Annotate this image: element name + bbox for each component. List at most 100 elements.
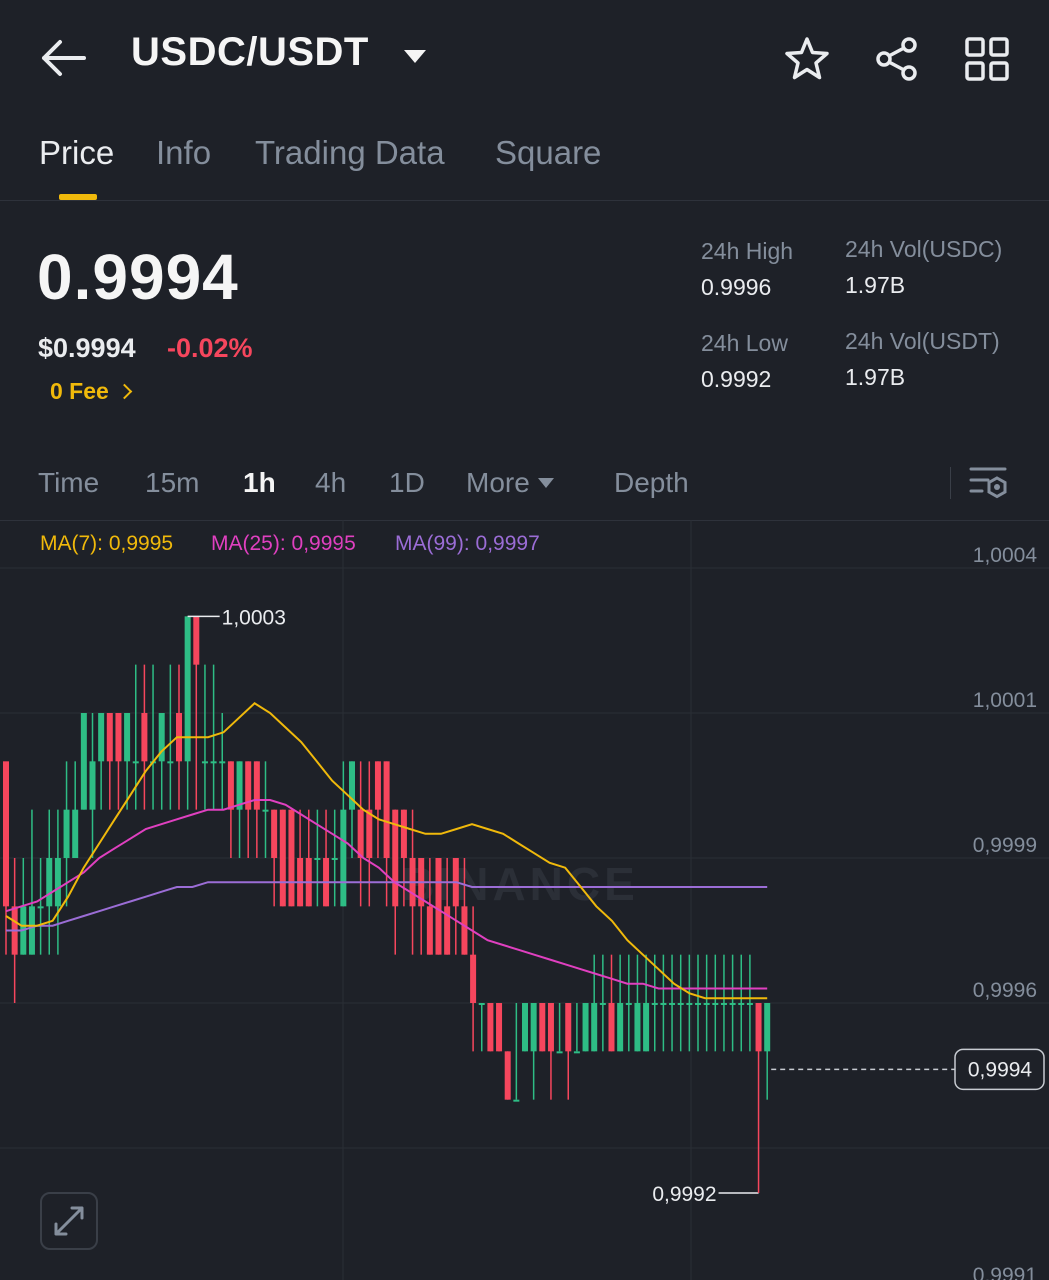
- tab-trading-data[interactable]: Trading Data: [255, 134, 445, 171]
- high-marker-label: 1,0003: [222, 606, 286, 629]
- candle-body: [643, 1003, 650, 1052]
- candle-body: [444, 906, 451, 955]
- candle-body: [210, 761, 217, 764]
- candle-body: [677, 1003, 684, 1005]
- candle-body: [340, 809, 347, 907]
- candle-body: [695, 1003, 701, 1005]
- candle-body: [245, 761, 252, 810]
- price-change: -0.02%: [167, 333, 253, 363]
- candle-body: [504, 1051, 511, 1100]
- active-tab-indicator: [59, 194, 97, 200]
- ma25-label: MA(25): 0,9995: [211, 532, 356, 555]
- caret-down-icon: [537, 478, 554, 488]
- candle-body: [89, 761, 96, 810]
- high-value: 0.9996: [701, 274, 772, 300]
- grid-icon[interactable]: [964, 36, 1010, 82]
- candle-body: [746, 1003, 753, 1005]
- candle-body: [279, 809, 286, 907]
- candle-body: [426, 906, 433, 955]
- candle-body: [236, 761, 243, 810]
- chart-settings-icon[interactable]: [968, 463, 1010, 503]
- ma-lines: [5, 702, 768, 1000]
- tab-price[interactable]: Price: [39, 134, 115, 171]
- candle-body: [625, 1003, 632, 1005]
- star-icon[interactable]: [784, 36, 830, 82]
- candle-body: [522, 1003, 528, 1052]
- candle-body: [435, 858, 442, 955]
- candle-body: [124, 713, 131, 762]
- low-marker-label: 0,9992: [652, 1183, 716, 1206]
- chart-top-border: [0, 520, 1049, 521]
- candle-body: [115, 713, 122, 762]
- candle-body: [496, 1003, 503, 1052]
- depth-tab[interactable]: Depth: [614, 467, 689, 498]
- interval-more-label: More: [466, 467, 530, 498]
- interval-bar: Time 15m 1h 4h 1D More Depth: [0, 455, 1049, 515]
- candle-body: [591, 1003, 598, 1052]
- candle-body: [37, 906, 44, 909]
- candle-body: [3, 761, 9, 907]
- back-arrow-icon[interactable]: [40, 38, 88, 78]
- expand-button[interactable]: [40, 1192, 98, 1250]
- candle-body: [314, 858, 321, 860]
- candle-body: [400, 809, 407, 858]
- interval-1h[interactable]: 1h: [243, 467, 276, 498]
- candle-body: [46, 858, 53, 907]
- vol-usdc-label: 24h Vol(USDC): [845, 236, 1003, 262]
- y-tick-label: 1,0004: [973, 544, 1038, 567]
- fee-label: 0 Fee: [50, 378, 109, 404]
- candle-body: [634, 1003, 641, 1052]
- candle-body: [720, 1003, 727, 1005]
- candle-body: [617, 1003, 624, 1052]
- candle-body: [565, 1003, 572, 1052]
- price-markers: 1,0003 0,9992 0,9994: [187, 606, 1045, 1206]
- tab-bar: Price Info Trading Data Square: [0, 130, 1049, 201]
- candle-body: [331, 858, 338, 860]
- candles: [3, 616, 771, 1148]
- pair-title[interactable]: USDC/USDT: [131, 30, 369, 74]
- ma7-label: MA(7): 0,9995: [40, 532, 174, 555]
- share-icon[interactable]: [874, 36, 920, 82]
- candle-body: [383, 761, 390, 858]
- candle-body: [349, 761, 355, 810]
- candle-body: [271, 809, 278, 858]
- interval-more[interactable]: More: [466, 467, 554, 499]
- y-tick-label: 0,9999: [973, 834, 1037, 857]
- high-label: 24h High: [701, 238, 794, 264]
- candle-body: [470, 954, 477, 1003]
- chevron-down-icon[interactable]: [404, 50, 426, 63]
- current-price-box: [954, 1048, 1045, 1091]
- candle-body: [539, 1003, 546, 1052]
- fee-link[interactable]: 0 Fee: [50, 378, 133, 405]
- candle-body: [141, 713, 148, 762]
- vol-usdc-value: 1.97B: [845, 272, 906, 298]
- ma99-line: [6, 881, 768, 932]
- candle-body: [54, 858, 61, 907]
- interval-time[interactable]: Time: [38, 467, 100, 498]
- candle-body: [487, 1003, 494, 1052]
- interval-4h[interactable]: 4h: [315, 467, 347, 498]
- current-price-label: 0,9994: [968, 1058, 1033, 1081]
- candle-body: [28, 906, 35, 955]
- y-axis-labels: 1,0004 1,0001 0,9999 0,9996 0,9991: [973, 544, 1038, 1280]
- tab-info[interactable]: Info: [156, 134, 212, 171]
- candle-body: [357, 809, 364, 858]
- y-tick-label: 0,9991: [973, 1264, 1037, 1280]
- candle-body: [184, 616, 191, 762]
- candle-body: [366, 809, 373, 858]
- expand-icon: [54, 1206, 84, 1236]
- candle-body: [158, 713, 165, 762]
- candle-body: [98, 713, 105, 762]
- low-label: 24h Low: [701, 330, 788, 356]
- interval-1d[interactable]: 1D: [389, 467, 425, 498]
- ma99-label: MA(99): 0,9997: [395, 532, 540, 555]
- last-price: 0.9994: [37, 241, 239, 313]
- low-value: 0.9992: [701, 366, 772, 392]
- candle-body: [63, 809, 70, 858]
- divider: [950, 467, 951, 499]
- interval-15m[interactable]: 15m: [145, 467, 200, 498]
- tab-square[interactable]: Square: [495, 134, 602, 171]
- y-tick-label: 1,0001: [973, 689, 1037, 712]
- candle-body: [262, 809, 269, 812]
